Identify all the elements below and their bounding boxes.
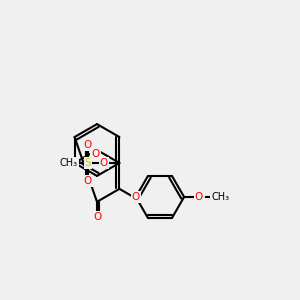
Text: CH₃: CH₃ xyxy=(211,192,230,202)
Text: O: O xyxy=(84,176,92,186)
Text: O: O xyxy=(92,148,100,158)
Text: O: O xyxy=(100,158,108,168)
Text: O: O xyxy=(132,192,140,202)
Text: CH₃: CH₃ xyxy=(60,158,78,168)
Text: O: O xyxy=(93,212,101,221)
Text: O: O xyxy=(195,192,203,202)
Text: O: O xyxy=(84,140,92,150)
Text: S: S xyxy=(85,158,91,168)
